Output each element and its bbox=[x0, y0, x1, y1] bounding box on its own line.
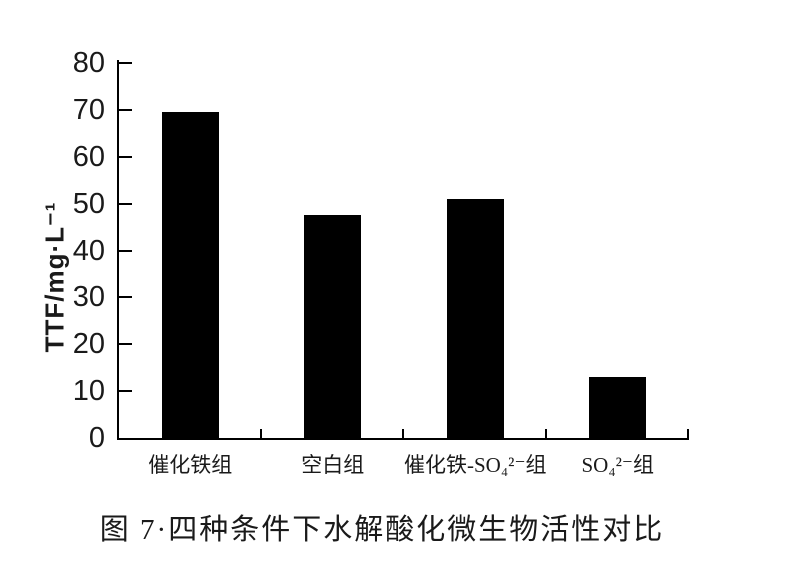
x-axis-tick bbox=[402, 429, 404, 438]
plot-area: 0 10 20 30 40 50 60 70 80 催化铁组 空白组 催化铁-SO₄²⁻组 SO₄²⁻组 bbox=[73, 47, 689, 477]
y-axis-tick bbox=[119, 155, 132, 158]
x-category-label: 催化铁组 bbox=[148, 453, 233, 477]
y-axis-tick-label: 30 bbox=[72, 281, 105, 314]
y-axis-tick bbox=[119, 62, 132, 64]
bar-3 bbox=[446, 198, 504, 438]
y-axis-tick bbox=[119, 202, 132, 205]
y-axis-tick bbox=[119, 343, 132, 346]
y-axis-tick-label: 60 bbox=[72, 140, 105, 173]
x-axis-tick bbox=[259, 429, 262, 438]
bar-2 bbox=[304, 215, 362, 438]
y-axis-tick bbox=[119, 296, 132, 299]
bar-4 bbox=[589, 377, 647, 438]
y-axis-tick-label: 0 bbox=[88, 422, 105, 454]
y-axis-tick-label: 10 bbox=[72, 375, 105, 408]
y-axis-tick bbox=[119, 108, 132, 111]
y-axis-tick-label: 80 bbox=[72, 47, 105, 79]
y-axis-tick-label: 50 bbox=[72, 187, 105, 220]
x-axis-tick bbox=[687, 429, 689, 438]
y-axis-tick-label: 20 bbox=[72, 328, 105, 361]
x-category-label: 空白组 bbox=[301, 453, 365, 477]
x-axis-tick bbox=[544, 429, 547, 438]
figure-caption: 图 7·四种条件下水解酸化微生物活性对比 bbox=[99, 514, 665, 546]
y-axis-tick-label: 40 bbox=[72, 234, 105, 267]
bar-1 bbox=[161, 112, 219, 438]
y-axis-tick bbox=[119, 249, 132, 252]
y-axis-tick-label: 70 bbox=[72, 93, 105, 126]
x-category-label: SO₄²⁻组 bbox=[581, 453, 655, 477]
x-category-label: 催化铁-SO₄²⁻组 bbox=[404, 453, 547, 477]
y-axis-tick bbox=[119, 390, 132, 393]
